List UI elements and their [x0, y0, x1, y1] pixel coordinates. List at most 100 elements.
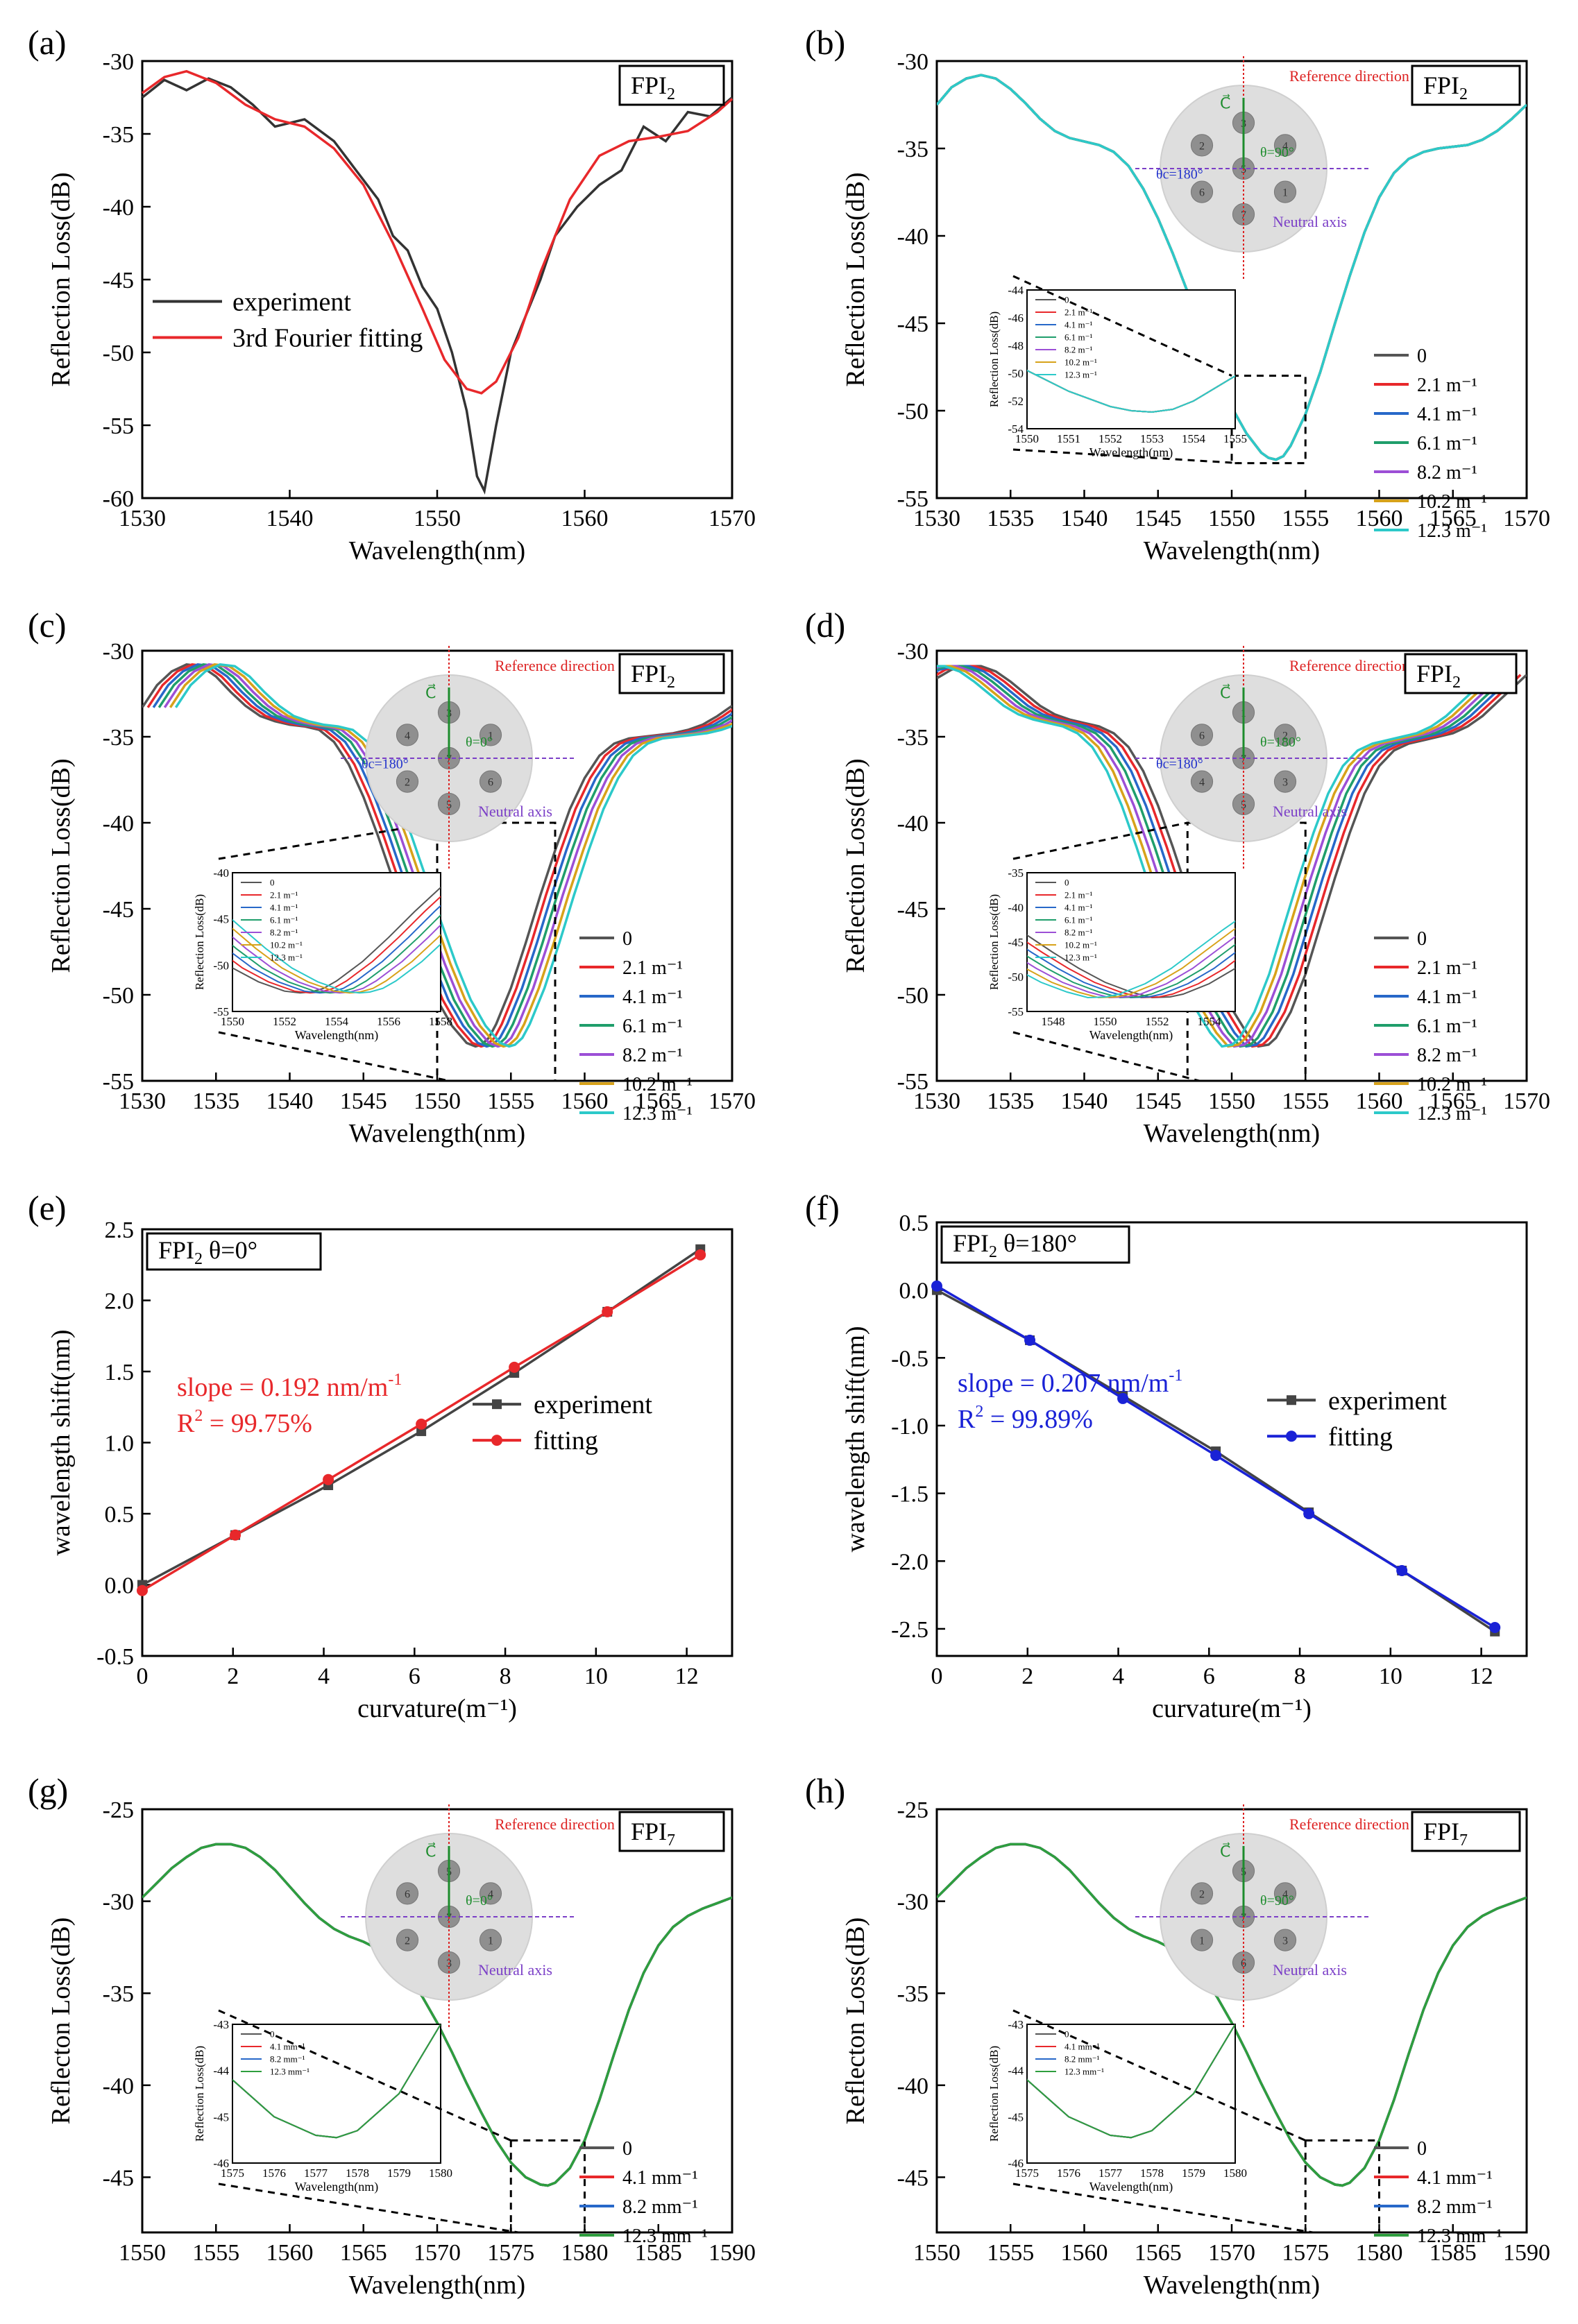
inset-frame — [1026, 2024, 1236, 2164]
x-tick-label: 1555 — [487, 1088, 534, 1114]
inset-series-line — [1027, 943, 1235, 999]
x-tick-label: 1565 — [1429, 506, 1477, 531]
x-tick-label: 1545 — [1135, 506, 1182, 531]
x-tick-label: 1590 — [709, 2240, 756, 2266]
x-tick-label: 1550 — [1208, 1088, 1255, 1114]
r2-annotation: R2 = 99.89% — [958, 1403, 1093, 1434]
zoom-connector — [1012, 2182, 1314, 2234]
zoom-box — [1230, 375, 1307, 465]
inset-series-line — [232, 905, 441, 994]
inset-legend-entry: 10.2 m⁻¹ — [270, 940, 303, 950]
series-group — [142, 663, 732, 1048]
x-tick-label: 1535 — [987, 1088, 1034, 1114]
y-tick-label: -55 — [103, 413, 134, 439]
inset-legend-entry: 2.1 m⁻¹ — [270, 890, 298, 900]
fiber-core-label: 2 — [1282, 730, 1288, 742]
tag-sub: 2 — [667, 674, 675, 692]
x-tick-label: 1540 — [266, 506, 314, 531]
x-tick-label: 1540 — [266, 1088, 314, 1114]
data-point — [416, 1418, 427, 1430]
legend-entry: 4.1 m⁻¹ — [622, 986, 683, 1008]
x-tick-label: 1550 — [1208, 506, 1255, 531]
fiber-core — [1190, 180, 1214, 203]
curvature-vector-label: C⃗ — [1220, 1843, 1230, 1861]
inset-series-line — [232, 896, 441, 994]
series-line — [937, 665, 1516, 1048]
panel-tag-box — [940, 1225, 1130, 1264]
y-tick-label: -40 — [103, 811, 134, 837]
inset-x-tick-label: 1578 — [1140, 2167, 1164, 2180]
tag-main: FPI — [1423, 71, 1459, 99]
data-point — [1396, 1564, 1408, 1576]
x-tick-label: 1530 — [913, 506, 960, 531]
inset-y-tick-label: -44 — [1008, 284, 1024, 297]
x-axis-label: curvature(m⁻¹) — [357, 1694, 517, 1723]
legend-entry: 12.3 mm⁻¹ — [1417, 2225, 1502, 2247]
inset-y-tick-label: -43 — [213, 2018, 229, 2031]
slope-annotation: slope = 0.207 nm/m-1 — [958, 1367, 1182, 1398]
legend-entry: 12.3 m⁻¹ — [1417, 1103, 1487, 1125]
inset-series — [232, 886, 441, 994]
series-line — [937, 665, 1504, 1048]
x-tick-label: 1560 — [1356, 506, 1403, 531]
y-tick-label: -2.0 — [891, 1549, 928, 1575]
series-group — [937, 74, 1527, 461]
angle2-label: θc=180° — [362, 756, 409, 771]
curvature-vector-label: C⃗ — [425, 1843, 436, 1861]
y-tick-label: -30 — [897, 49, 928, 75]
data-point — [137, 1584, 148, 1596]
inset-x-label: Wavelength(nm) — [295, 1028, 379, 1043]
y-axis-label: wavelength shift(nm) — [841, 1326, 870, 1552]
inset-legend-entry: 6.1 m⁻¹ — [1064, 915, 1092, 925]
inset-series-line — [232, 914, 441, 994]
fiber-core — [1190, 770, 1214, 793]
y-tick-label: -40 — [897, 224, 928, 250]
fiber-core — [396, 770, 419, 793]
legend-entry: 8.2 mm⁻¹ — [1417, 2196, 1493, 2218]
y-tick-label: -35 — [897, 725, 928, 751]
y-tick-label: -0.5 — [96, 1644, 134, 1670]
inset-x-tick-label: 1554 — [325, 1015, 349, 1028]
inset-y-label: Reflection Loss(dB) — [987, 311, 1001, 407]
x-tick-label: 1590 — [1503, 2240, 1550, 2266]
inset-x-tick-label: 1551 — [1057, 432, 1080, 445]
tag-sub: 7 — [1459, 1831, 1468, 1849]
inset-y-tick-label: -46 — [1008, 311, 1024, 325]
series-line — [158, 663, 732, 1048]
y-tick-label: -40 — [897, 811, 928, 837]
r2-value: = 99.75% — [203, 1409, 312, 1438]
inset-frame — [1026, 289, 1236, 429]
x-tick-label: 4 — [1112, 1664, 1124, 1689]
slope-sup: -1 — [388, 1371, 402, 1389]
x-tick-label: 1565 — [1429, 1088, 1477, 1114]
inset-series-line — [232, 928, 441, 994]
inset-y-tick-label: -54 — [1008, 422, 1024, 436]
tag-sub: 2 — [667, 85, 675, 103]
fiber-core-label: 6 — [405, 1888, 410, 1900]
inset-x-tick-label: 1550 — [1015, 432, 1039, 445]
inset: 1548 1550 1552 1554 -35 -40 -45 -50 -55 Wavelengt… — [987, 866, 1236, 1043]
y-tick-label: -0.5 — [891, 1346, 928, 1372]
inset-y-tick-label: -45 — [213, 913, 229, 926]
fiber-core-label: 6 — [1199, 730, 1205, 742]
legend-entry: 10.2 m⁻¹ — [1417, 491, 1487, 513]
inset-legend-entry: 8.2 m⁻¹ — [1064, 928, 1092, 938]
x-tick-label: 1555 — [192, 2240, 239, 2266]
zoom-connector — [218, 2009, 511, 2142]
zoom-connector — [1012, 2009, 1306, 2142]
y-axis-label: Reflection Loss(dB) — [46, 172, 76, 386]
fiber-core — [1190, 1929, 1214, 1951]
inset-series-line — [1027, 369, 1235, 413]
fiber-core-label: 6 — [1199, 187, 1205, 199]
inset-series-line — [232, 886, 441, 994]
y-axis-label: Reflecton Loss(dB) — [841, 1917, 870, 2125]
x-axis-label: Wavelength(nm) — [1144, 1119, 1320, 1148]
data-point — [1024, 1334, 1036, 1346]
inset-y-tick-label: -50 — [1008, 971, 1024, 984]
angle2-label: θc=180° — [1156, 756, 1203, 771]
inset-x-tick-label: 1577 — [1098, 2167, 1123, 2180]
tag-after: θ=0° — [203, 1236, 257, 1264]
inset-x-tick-label: 1576 — [1057, 2167, 1080, 2180]
x-tick-label: 1565 — [340, 2240, 387, 2266]
plot-frame — [935, 1221, 1528, 1657]
